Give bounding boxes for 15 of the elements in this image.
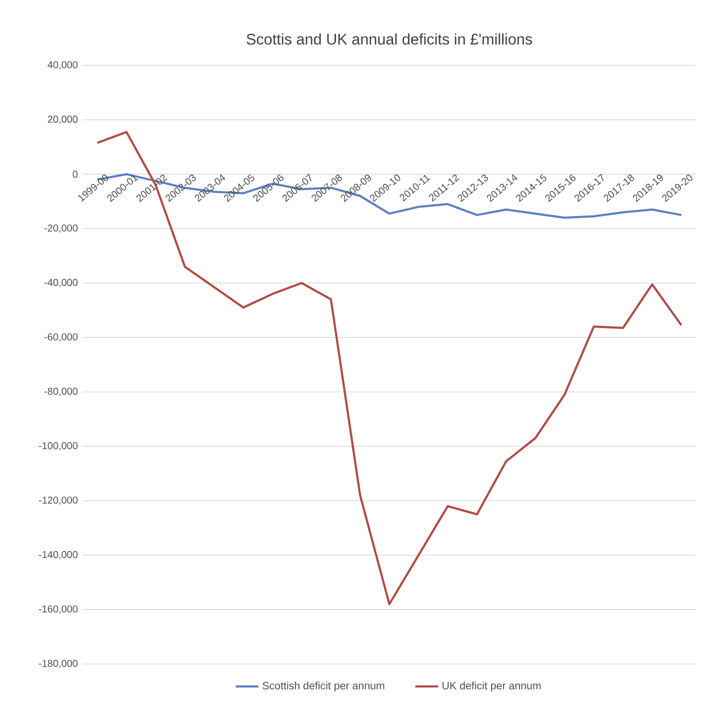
y-tick-label: -20,000 — [44, 224, 78, 233]
y-tick-label: -100,000 — [39, 442, 78, 450]
y-tick-label: -120,000 — [39, 496, 78, 505]
y-tick-label: 0 — [72, 170, 78, 178]
chart-title: Scottis and UK annual deficits in £'millions — [246, 33, 532, 45]
legend-label: Scottish deficit per annum — [262, 682, 384, 692]
y-tick-label: -180,000 — [39, 660, 78, 668]
y-tick-label: -60,000 — [44, 333, 78, 342]
y-tick-label: -140,000 — [39, 551, 78, 560]
y-tick-label: -40,000 — [44, 278, 78, 288]
legend-label: UK deficit per annum — [442, 682, 541, 692]
y-tick-label: 40,000 — [48, 61, 78, 70]
y-tick-label: 20,000 — [48, 116, 78, 124]
y-tick-label: -80,000 — [44, 388, 78, 396]
y-tick-label: -160,000 — [39, 605, 78, 614]
